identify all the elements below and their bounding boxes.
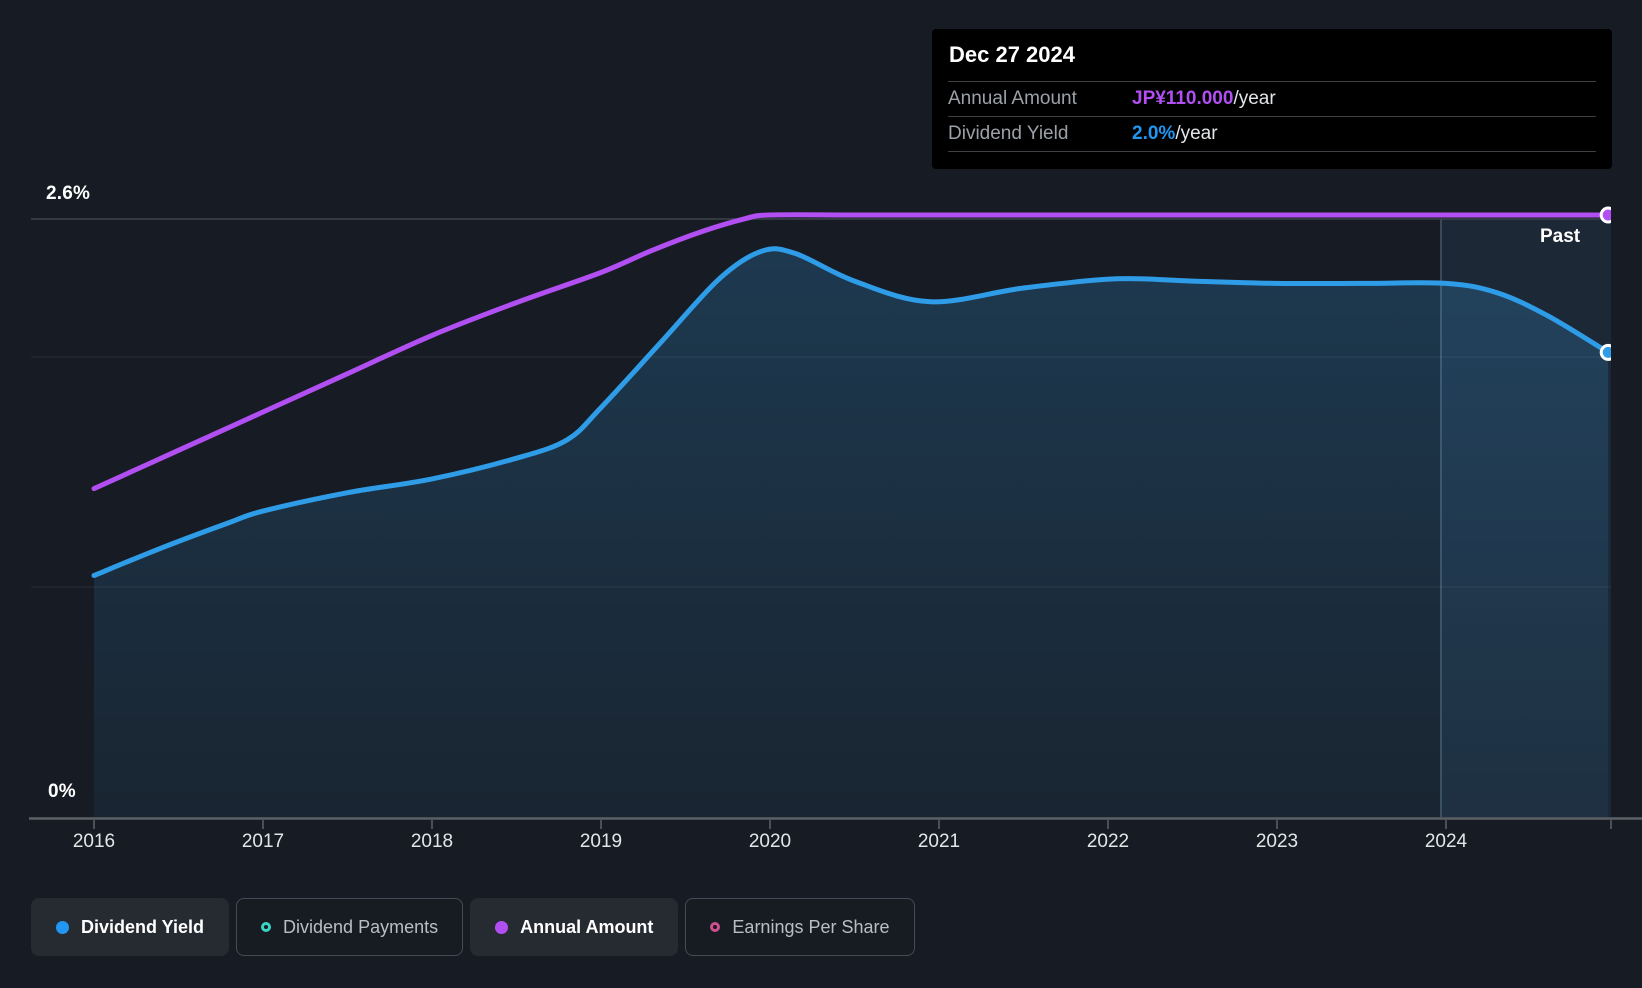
legend-button-dividend-yield[interactable]: Dividend Yield — [31, 898, 230, 956]
y-axis-max-label: 2.6% — [46, 183, 91, 204]
x-axis-label-2024: 2024 — [1424, 831, 1468, 852]
legend-label: Dividend Payments — [283, 916, 439, 937]
y-axis-min-label: 0% — [48, 781, 76, 802]
x-axis-label-2023: 2023 — [1255, 831, 1299, 852]
legend-label: Annual Amount — [520, 916, 654, 937]
past-label: Past — [1540, 226, 1581, 247]
x-axis-label-2021: 2021 — [917, 831, 961, 852]
legend-button-annual-amount[interactable]: Annual Amount — [470, 898, 679, 956]
x-axis-label-2019: 2019 — [579, 831, 623, 852]
tooltip-row-value: JP¥110.000 — [1132, 88, 1234, 109]
yield-end-marker — [1599, 343, 1611, 361]
x-axis-label-2022: 2022 — [1086, 831, 1130, 852]
tooltip-row: Dividend Yield 2.0%/year — [948, 116, 1596, 151]
x-axis-label-2017: 2017 — [241, 831, 285, 852]
x-axis-label-2020: 2020 — [748, 831, 792, 852]
legend-button-dividend-payments[interactable]: Dividend Payments — [236, 898, 464, 956]
amount-end-marker — [1599, 206, 1611, 224]
tooltip-row-value: 2.0% — [1132, 123, 1176, 144]
gridlines — [31, 218, 1611, 588]
tooltip-bottom-divider — [948, 151, 1596, 152]
dot-marker-icon — [495, 920, 509, 934]
ring-marker-icon — [261, 922, 272, 932]
chart-legend: Dividend Yield Dividend Payments Annual Am… — [31, 898, 915, 956]
x-axis-label-2018: 2018 — [410, 831, 454, 852]
chart-tooltip: Dec 27 2024 Annual Amount JP¥110.000/year… — [932, 29, 1612, 169]
yield-area-fill — [94, 248, 1609, 817]
tooltip-row-label: Dividend Yield — [948, 123, 1069, 144]
past-highlight-band — [1440, 219, 1611, 817]
x-axis-label-2016: 2016 — [72, 831, 116, 852]
legend-label: Earnings Per Share — [732, 916, 890, 937]
tooltip-date: Dec 27 2024 — [949, 42, 1075, 67]
ring-marker-icon — [710, 922, 721, 932]
tooltip-row: Annual Amount JP¥110.000/year — [948, 81, 1596, 116]
tooltip-row-suffix: /year — [1175, 123, 1218, 144]
x-axis — [29, 817, 1642, 829]
series-end-markers — [1599, 206, 1611, 361]
dot-marker-icon — [56, 920, 69, 934]
tooltip-rows: Annual Amount JP¥110.000/year Dividend Yie… — [948, 81, 1596, 151]
legend-button-earnings-per-share[interactable]: Earnings Per Share — [685, 898, 915, 956]
legend-label: Dividend Yield — [81, 916, 205, 937]
tooltip-row-label: Annual Amount — [948, 88, 1077, 109]
series-lines — [91, 212, 1611, 578]
tooltip-row-suffix: /year — [1233, 88, 1276, 109]
